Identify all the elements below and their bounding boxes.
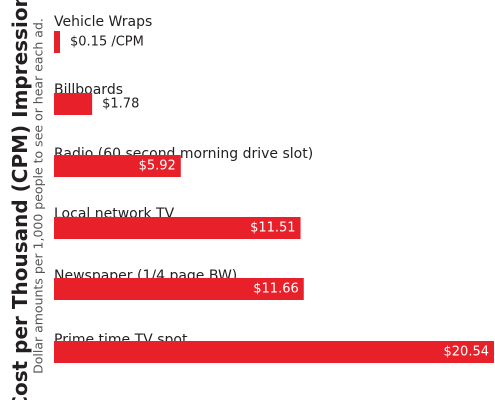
value-label: $20.54 <box>444 345 490 360</box>
y-axis-title: Cost per Thousand (CPM) Impressions <box>8 0 32 400</box>
value-label: $5.92 <box>139 159 176 174</box>
y-axis-subtitle: Dollar amounts per 1,000 people to see o… <box>31 18 46 374</box>
bar <box>54 341 494 363</box>
chart-marks: Vehicle Wraps$0.15 /CPMBillboards$1.78Ra… <box>54 14 494 363</box>
value-label: $1.78 <box>102 97 139 112</box>
category-label: Vehicle Wraps <box>54 14 152 30</box>
bar <box>54 31 60 53</box>
value-label: $11.66 <box>253 282 299 297</box>
bar <box>54 217 301 239</box>
bar <box>54 278 304 300</box>
bar <box>54 93 93 115</box>
value-label: $0.15 /CPM <box>70 35 144 50</box>
value-label: $11.51 <box>250 221 296 236</box>
bar <box>54 155 181 177</box>
